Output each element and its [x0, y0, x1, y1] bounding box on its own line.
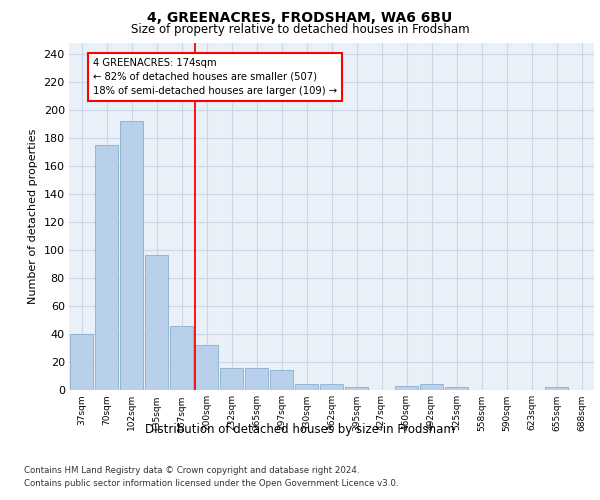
Bar: [95, 145, 118, 390]
Bar: [345, 387, 368, 390]
Bar: [320, 384, 343, 390]
Bar: [145, 256, 168, 390]
Text: Distribution of detached houses by size in Frodsham: Distribution of detached houses by size …: [145, 422, 455, 436]
Y-axis label: Number of detached properties: Number of detached properties: [28, 128, 38, 304]
Text: Size of property relative to detached houses in Frodsham: Size of property relative to detached ho…: [131, 22, 469, 36]
Text: Contains public sector information licensed under the Open Government Licence v3: Contains public sector information licen…: [24, 479, 398, 488]
Bar: [195, 345, 218, 390]
Text: 4, GREENACRES, FRODSHAM, WA6 6BU: 4, GREENACRES, FRODSHAM, WA6 6BU: [148, 11, 452, 25]
Bar: [445, 387, 468, 390]
Bar: [70, 334, 93, 390]
Bar: [395, 386, 418, 390]
Bar: [170, 326, 193, 390]
Text: Contains HM Land Registry data © Crown copyright and database right 2024.: Contains HM Land Registry data © Crown c…: [24, 466, 359, 475]
Bar: [245, 368, 268, 390]
Bar: [420, 384, 443, 390]
Bar: [220, 368, 243, 390]
Bar: [545, 387, 568, 390]
Bar: [295, 384, 318, 390]
Bar: [270, 370, 293, 390]
Text: 4 GREENACRES: 174sqm
← 82% of detached houses are smaller (507)
18% of semi-deta: 4 GREENACRES: 174sqm ← 82% of detached h…: [93, 58, 337, 96]
Bar: [120, 121, 143, 390]
